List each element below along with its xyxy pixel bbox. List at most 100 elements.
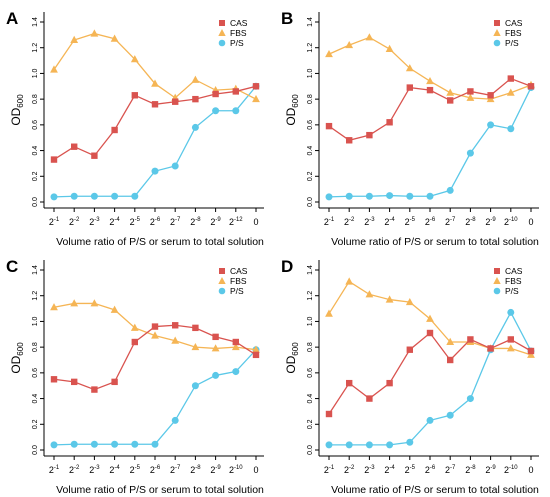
x-tick-label-base: 2	[109, 465, 114, 475]
x-tick-label-exponent: -12	[234, 217, 243, 223]
series-cas	[50, 322, 260, 393]
data-point-circle	[446, 411, 454, 419]
data-point-circle	[507, 308, 515, 316]
data-point-square	[467, 336, 474, 343]
x-tick-label-exponent: -9	[215, 217, 221, 223]
legend-label: P/S	[230, 38, 244, 48]
data-point-triangle	[211, 344, 220, 352]
x-tick-label-exponent: -6	[155, 465, 161, 471]
data-point-square	[91, 386, 98, 393]
x-tick-label: 2-9	[485, 217, 496, 227]
legend-marker-square	[494, 268, 500, 274]
data-point-triangle	[365, 290, 374, 298]
data-point-triangle	[191, 75, 200, 83]
data-point-triangle	[486, 94, 495, 103]
data-point-circle	[212, 107, 220, 115]
data-point-triangle	[151, 331, 159, 339]
y-axis-label-base: OD	[9, 107, 23, 125]
y-tick-label: 1.2	[307, 291, 314, 301]
x-tick-label-exponent: -3	[369, 217, 375, 223]
data-point-circle	[507, 125, 515, 133]
data-point-circle	[70, 192, 78, 200]
x-tick-label: 2-6	[150, 465, 161, 475]
data-point-square	[487, 92, 494, 99]
y-tick-label: 0.2	[307, 171, 314, 181]
x-tick-label-exponent: -8	[470, 217, 476, 223]
data-point-square	[232, 88, 239, 95]
y-tick-label: 0.2	[307, 419, 314, 429]
y-tick-label: 1.0	[32, 68, 39, 78]
legend-label: CAS	[505, 18, 523, 28]
data-point-triangle	[110, 305, 119, 313]
series-fbs	[50, 299, 260, 353]
data-point-square	[527, 83, 535, 90]
y-axis-label-subscript: 600	[291, 342, 300, 356]
data-point-triangle	[50, 303, 58, 311]
x-tick-label-exponent: -4	[114, 217, 120, 223]
data-point-circle	[365, 441, 373, 449]
x-tick-label-base: 0	[253, 465, 258, 475]
x-tick-label: 2-1	[324, 217, 335, 227]
legend-marker-triangle	[218, 277, 226, 284]
x-tick-label-exponent: -5	[135, 465, 141, 471]
data-point-circle	[406, 192, 414, 200]
legend-marker-circle	[218, 287, 226, 295]
data-point-square	[131, 338, 138, 346]
x-tick-label-base: 2	[109, 217, 114, 227]
x-tick-label: 2-8	[190, 465, 201, 475]
data-point-circle	[191, 123, 199, 131]
x-tick-label-exponent: -5	[410, 465, 416, 471]
data-point-circle	[386, 192, 394, 200]
data-point-triangle	[446, 88, 455, 96]
data-point-circle	[111, 440, 119, 448]
data-point-square	[172, 98, 179, 105]
x-tick-label: 2-4	[384, 465, 395, 475]
y-axis-label-base: OD	[284, 107, 298, 125]
y-axis-label: OD600	[9, 342, 25, 374]
data-point-square	[232, 338, 239, 346]
y-tick-label: 0.0	[307, 197, 314, 207]
x-tick-label-exponent: -1	[54, 465, 60, 471]
y-tick-label: 0.6	[307, 120, 314, 130]
x-tick-label: 0	[528, 465, 533, 475]
x-tick-label-exponent: -4	[389, 217, 395, 223]
x-tick-label-base: 2	[405, 217, 410, 227]
legend-marker-square	[219, 20, 225, 26]
x-tick-label-base: 2	[465, 217, 470, 227]
data-point-triangle	[171, 336, 180, 344]
data-point-square	[406, 84, 413, 91]
data-point-square	[192, 95, 199, 103]
x-tick-label: 2-7	[170, 465, 181, 475]
data-point-square	[426, 329, 434, 337]
x-tick-label-base: 2	[405, 465, 410, 475]
x-tick-label: 2-10	[229, 465, 243, 475]
x-tick-label: 2-5	[405, 465, 416, 475]
x-tick-label-exponent: -8	[195, 465, 201, 471]
data-point-square	[151, 101, 159, 108]
data-point-circle	[345, 192, 353, 200]
data-point-square	[252, 351, 260, 359]
series-fbs	[325, 277, 535, 358]
x-tick-label: 2-7	[445, 217, 456, 227]
data-point-circle	[50, 441, 58, 449]
x-tick-label-exponent: -1	[54, 217, 60, 223]
legend-marker-triangle	[493, 277, 501, 284]
x-tick-label-base: 2	[485, 217, 490, 227]
data-point-circle	[345, 441, 353, 449]
panel-label: D	[281, 257, 293, 276]
x-tick-label-base: 2	[190, 217, 195, 227]
x-tick-label-exponent: -2	[74, 217, 80, 223]
x-tick-label: 2-3	[89, 217, 100, 227]
x-tick-label-base: 2	[344, 465, 349, 475]
x-tick-label-base: 2	[504, 465, 509, 475]
data-point-circle	[151, 167, 159, 175]
x-tick-label: 2-9	[210, 217, 221, 227]
data-point-circle	[426, 416, 434, 424]
data-point-square	[71, 378, 78, 386]
x-tick-label-base: 2	[89, 465, 94, 475]
data-point-square	[212, 333, 219, 341]
x-tick-label: 2-1	[49, 217, 60, 227]
